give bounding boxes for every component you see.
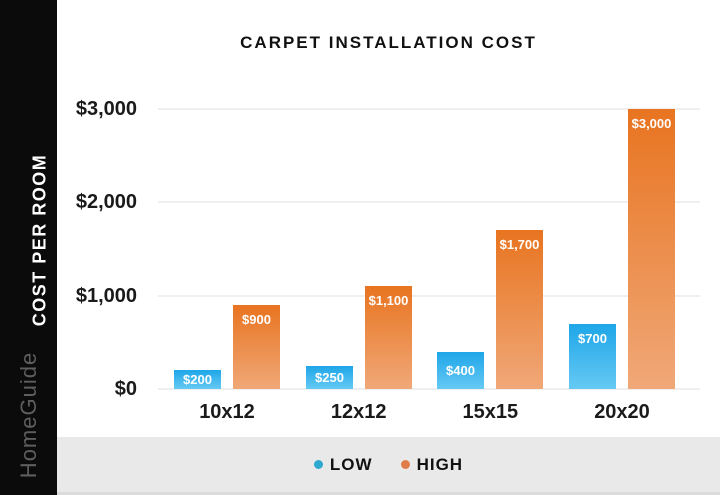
legend: LOW HIGH: [57, 437, 720, 495]
y-tick-label: $3,000: [75, 98, 137, 120]
legend-dot-icon: [313, 460, 323, 469]
legend-label: LOW: [329, 454, 373, 474]
gridline: [158, 201, 700, 204]
bar-high-15x15: $1,700: [496, 230, 543, 389]
bar-low-10x12: $200: [174, 370, 221, 389]
chart-title: CARPET INSTALLATION COST: [240, 33, 537, 52]
bar-value-label: $200: [183, 372, 212, 387]
bar-high-12x12: $1,100: [365, 286, 412, 389]
bar-high-20x20: $3,000: [628, 109, 675, 389]
legend-label: HIGH: [416, 454, 464, 474]
bar-value-label: $700: [578, 331, 607, 346]
bar-low-20x20: $700: [569, 324, 616, 389]
y-tick-label: $1,000: [75, 284, 137, 307]
legend-row: LOW HIGH: [313, 454, 464, 475]
y-axis-title: COST PER ROOM: [29, 153, 50, 327]
legend-item-low: LOW: [313, 454, 373, 475]
gridline: [158, 294, 700, 297]
bar-low-12x12: $250: [306, 366, 353, 389]
bar-value-label: $900: [242, 312, 271, 327]
y-tick-label: $0: [114, 378, 137, 400]
bar-value-label: $3,000: [631, 116, 672, 131]
bar-value-label: $1,700: [499, 237, 540, 252]
bar-high-10x12: $900: [233, 305, 280, 389]
homeguide-watermark: HomeGuide: [16, 351, 41, 479]
x-tick-label-15x15: 15x15: [462, 401, 519, 423]
legend-item-high: HIGH: [400, 454, 464, 475]
chart-region: CARPET INSTALLATION COST $0 $1,000 $2,000 $…: [57, 0, 720, 437]
x-tick-label-10x12: 10x12: [199, 401, 255, 423]
bar-low-15x15: $400: [437, 352, 484, 389]
legend-dot-icon: [400, 460, 410, 469]
bar-value-label: $250: [315, 370, 344, 385]
y-tick-label: $2,000: [75, 191, 137, 214]
bar-value-label: $1,100: [368, 293, 409, 308]
bar-value-label: $400: [446, 363, 475, 378]
sidebar: COST PER ROOM HomeGuide: [0, 0, 57, 495]
gridline: [158, 108, 700, 110]
gridline: [158, 388, 700, 390]
x-tick-label-20x20: 20x20: [594, 401, 650, 423]
x-tick-label-12x12: 12x12: [330, 401, 387, 423]
